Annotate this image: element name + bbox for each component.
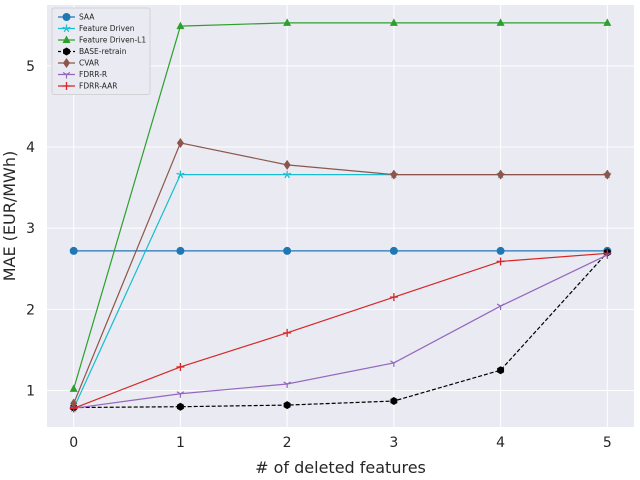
data-point bbox=[603, 169, 611, 180]
data-point bbox=[496, 246, 505, 255]
x-axis-label: # of deleted features bbox=[255, 458, 426, 477]
data-point bbox=[496, 303, 505, 311]
data-point bbox=[69, 246, 78, 255]
legend-swatch-marker bbox=[63, 58, 70, 68]
x-tick-label: 3 bbox=[389, 435, 398, 451]
series-line bbox=[73, 252, 608, 409]
data-point bbox=[497, 169, 505, 180]
legend-swatch-marker bbox=[62, 82, 71, 90]
legend-item: BASE-retrain bbox=[58, 47, 127, 56]
data-point bbox=[497, 366, 505, 375]
data-point bbox=[283, 18, 292, 26]
legend-item: FDRR-AAR bbox=[58, 82, 117, 91]
data-point bbox=[176, 246, 185, 255]
x-tick-label: 5 bbox=[603, 435, 612, 451]
series-line bbox=[73, 254, 608, 409]
x-tick-label: 2 bbox=[283, 435, 292, 451]
data-point bbox=[70, 398, 78, 409]
data-point bbox=[69, 384, 78, 392]
data-point bbox=[176, 170, 185, 179]
legend-label: FDRR-AAR bbox=[79, 82, 117, 91]
data-point bbox=[389, 293, 398, 302]
data-point bbox=[176, 391, 185, 398]
data-point bbox=[176, 21, 185, 30]
x-tick-label: 0 bbox=[69, 435, 78, 451]
data-point bbox=[283, 246, 292, 255]
data-point bbox=[389, 246, 398, 255]
data-point bbox=[176, 137, 184, 148]
legend-item: Feature Driven bbox=[58, 24, 135, 33]
data-point bbox=[603, 249, 612, 258]
legend-label: BASE-retrain bbox=[79, 47, 127, 56]
data-point bbox=[283, 401, 291, 410]
legend-item: FDRR-R bbox=[58, 70, 107, 79]
x-tick-label: 4 bbox=[496, 435, 505, 451]
y-tick-label: 4 bbox=[26, 140, 35, 156]
legend-label: SAA bbox=[79, 13, 95, 22]
legend-label: Feature Driven bbox=[79, 24, 135, 33]
legend-swatch-marker bbox=[62, 35, 71, 43]
legend-label: FDRR-R bbox=[79, 70, 107, 79]
data-point bbox=[390, 397, 398, 406]
data-point bbox=[283, 381, 291, 388]
x-tick-label: 1 bbox=[176, 435, 185, 451]
series-feature-driven-l1 bbox=[69, 18, 612, 392]
legend-item: CVAR bbox=[58, 58, 99, 68]
legend-label: CVAR bbox=[79, 59, 99, 68]
grid bbox=[47, 5, 634, 427]
y-tick-label: 3 bbox=[26, 221, 35, 237]
data-point bbox=[603, 18, 612, 26]
y-tick-label: 5 bbox=[26, 59, 35, 75]
data-point bbox=[496, 18, 505, 26]
legend-item: SAA bbox=[58, 13, 95, 22]
y-tick-label: 1 bbox=[26, 383, 35, 399]
data-point bbox=[390, 169, 398, 180]
series-line bbox=[73, 252, 608, 409]
data-point bbox=[283, 328, 292, 337]
series-layer bbox=[69, 18, 612, 413]
data-point bbox=[176, 402, 184, 411]
data-point bbox=[176, 362, 185, 371]
data-point bbox=[389, 18, 398, 26]
y-axis-label: MAE (EUR/MWh) bbox=[0, 151, 19, 282]
legend-swatch-marker bbox=[62, 13, 71, 21]
legend-box bbox=[51, 7, 151, 95]
legend-swatch-marker bbox=[63, 47, 70, 56]
y-tick-label: 2 bbox=[26, 302, 35, 318]
data-point bbox=[496, 257, 505, 266]
legend-item: Feature Driven-L1 bbox=[58, 35, 146, 45]
data-point bbox=[69, 404, 78, 413]
legend-label: Feature Driven-L1 bbox=[79, 36, 146, 45]
legend-swatch-marker bbox=[62, 24, 71, 33]
series-line bbox=[73, 22, 608, 390]
tick-labels: 0 1 2 3 4 5 1 2 3 4 5 bbox=[26, 59, 612, 451]
series-line bbox=[73, 142, 608, 404]
data-point bbox=[283, 159, 291, 170]
series-cvar bbox=[70, 137, 611, 409]
data-point bbox=[283, 170, 292, 179]
series-fdrr-aar bbox=[69, 249, 612, 413]
data-point bbox=[390, 360, 398, 367]
legend: SAA Feature Driven Feature Driven-L1 BASE-r… bbox=[51, 7, 151, 95]
legend-swatch-marker bbox=[62, 71, 71, 79]
